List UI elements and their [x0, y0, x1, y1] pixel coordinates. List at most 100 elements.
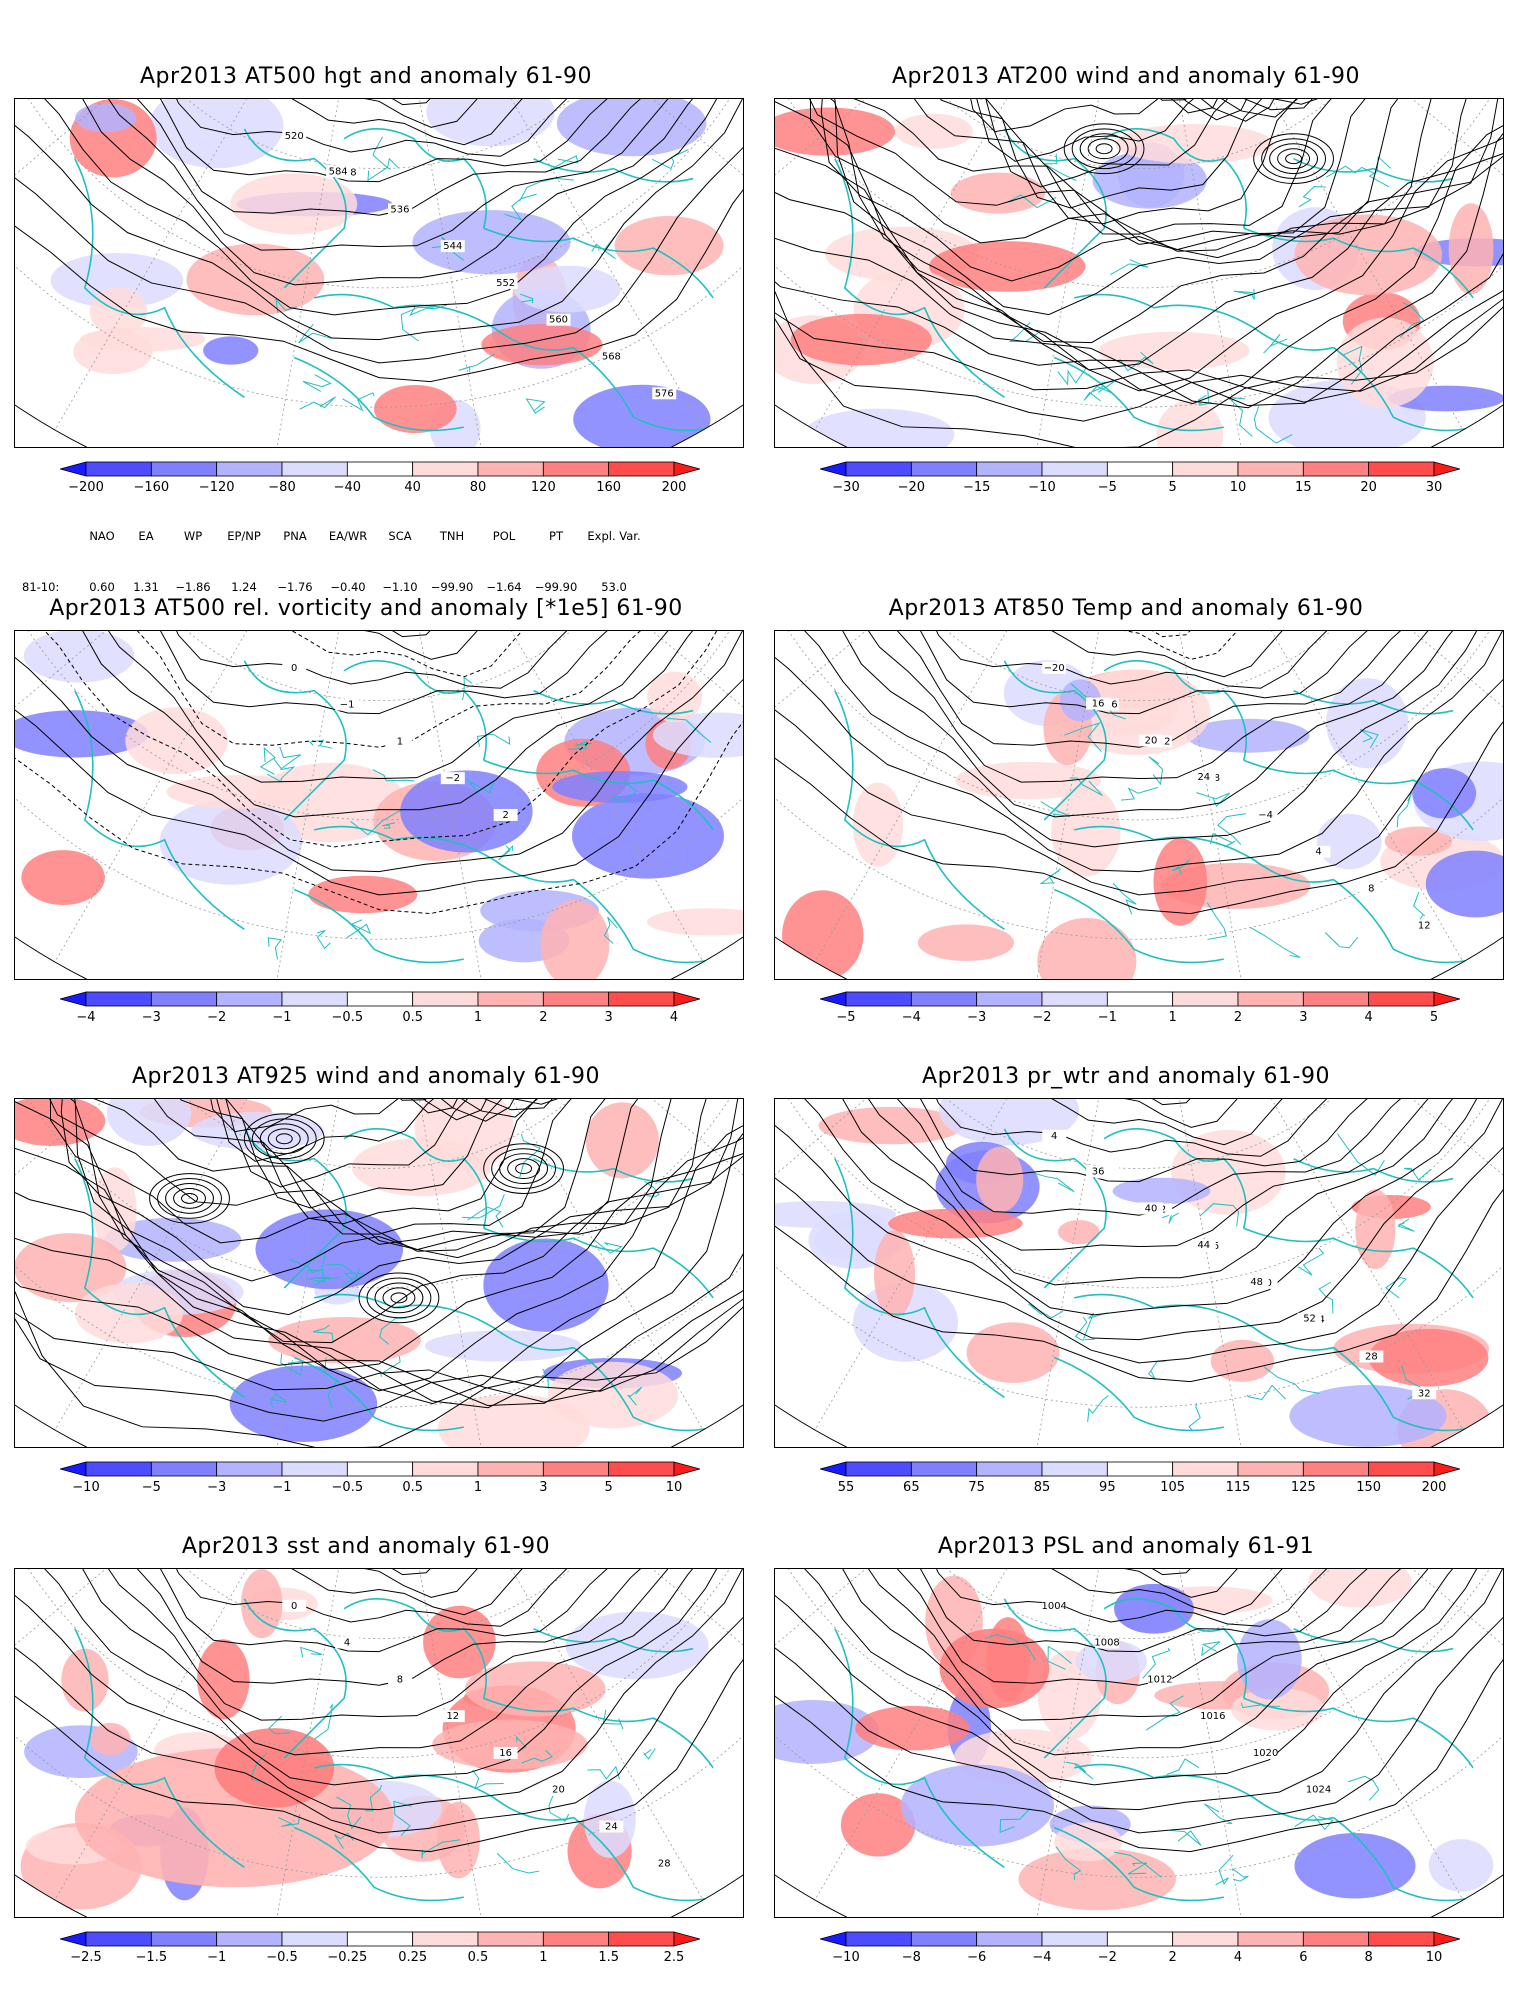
negative-anomaly-area — [514, 265, 621, 313]
contour-label: 12 — [1418, 920, 1431, 931]
teleconnection-header: PNA — [283, 529, 307, 543]
contour-line — [15, 1099, 743, 1409]
positive-anomaly-area — [414, 1099, 514, 1172]
colorbar-wind200: −30 −20 −15 −10 −5 5 10 15 20 30 — [820, 458, 1460, 498]
latitude-circle — [79, 631, 679, 701]
coastline — [533, 689, 694, 715]
panel-title-sst: Apr2013 sst and anomaly 61-90 — [181, 1534, 551, 1559]
country-border — [603, 916, 618, 944]
colorbar-tick-label: −0.25 — [327, 1950, 367, 1965]
country-border — [519, 1133, 542, 1178]
meridian-line — [378, 1099, 492, 1447]
colorbar-tick-label: 3 — [1299, 1010, 1307, 1025]
country-border — [1162, 1212, 1179, 1224]
colorbar-segment — [281, 1931, 348, 1947]
contour-line — [34, 1099, 743, 1235]
colorbar-segment — [1302, 1931, 1370, 1947]
country-border — [651, 149, 689, 170]
colorbar-tick-label: −3 — [967, 1010, 986, 1025]
contour-line — [15, 99, 743, 341]
contour-line — [775, 99, 1503, 392]
coastline — [1003, 1598, 1107, 1759]
meridian-line — [814, 99, 1140, 431]
meridian-line — [1138, 1569, 1252, 1917]
colorbar-segment — [845, 991, 912, 1007]
country-border — [365, 1784, 382, 1812]
country-border — [1009, 322, 1039, 343]
colorbar-tick-label: 2 — [1169, 1950, 1177, 1965]
contour-line — [130, 99, 634, 146]
country-border — [1246, 1384, 1286, 1401]
colorbar-arrow-high — [673, 1461, 700, 1477]
positive-anomaly-area — [481, 324, 603, 366]
panel-title-hgt500: Apr2013 AT500 hgt and anomaly 61-90 — [139, 64, 593, 89]
positive-anomaly-area — [888, 1208, 1023, 1239]
positive-anomaly-area — [92, 1167, 137, 1252]
coastline — [1053, 1356, 1224, 1432]
contour-line — [919, 631, 1355, 638]
coastline — [1053, 888, 1224, 964]
colorbar-tick-label: 65 — [903, 1480, 920, 1495]
country-border — [1092, 381, 1117, 393]
circulation-eddy — [1269, 143, 1319, 175]
colorbar-segment — [216, 1931, 283, 1947]
colorbar-tick-label: 120 — [531, 480, 556, 495]
colorbar-tick-label: −1 — [1098, 1010, 1117, 1025]
coastline — [243, 660, 347, 821]
country-border — [1028, 1303, 1064, 1319]
contour-label: 20 — [552, 1785, 565, 1796]
colorbar-canvas: −10 −5 −3 −1 −0.5 0.5 1 3 5 10 — [60, 1461, 700, 1495]
country-border — [1209, 832, 1236, 848]
colorbar-segment — [150, 1461, 218, 1477]
country-border — [999, 1807, 1031, 1834]
coastline — [834, 1158, 1005, 1398]
meridian-line — [1026, 1569, 1140, 1917]
teleconnection-value: −1.10 — [382, 580, 418, 594]
country-border — [472, 1769, 504, 1790]
country-border — [1040, 801, 1071, 818]
coastline — [1332, 878, 1474, 964]
coastline — [572, 1346, 714, 1432]
contour-line — [159, 1569, 595, 1576]
coastline — [1103, 128, 1247, 229]
colorbar-tick-label: −10 — [1028, 480, 1055, 495]
colorbar-tick-label: −0.5 — [332, 1480, 364, 1495]
colorbar-segment — [477, 1461, 544, 1477]
circulation-eddy — [267, 1128, 301, 1150]
colorbar-tick-label: 5 — [1430, 1010, 1438, 1025]
country-border — [548, 155, 579, 172]
country-border — [1397, 1218, 1415, 1232]
country-border — [393, 1800, 412, 1837]
contour-line — [15, 631, 743, 896]
colorbar-tick-label: 3 — [605, 1010, 613, 1025]
negative-anomaly-area — [1059, 679, 1102, 722]
coastline — [1243, 759, 1474, 831]
contour-line — [15, 1099, 743, 1405]
country-border — [298, 323, 332, 344]
contour-line — [775, 99, 1503, 405]
colorbar-tick-label: 0.5 — [402, 1010, 423, 1025]
coastline — [572, 346, 714, 432]
contour-line — [775, 1569, 1503, 1811]
contour-line — [775, 1569, 1497, 1721]
colorbar-tick-label: 5 — [605, 1480, 613, 1495]
contour-line — [15, 1569, 743, 1834]
coastline — [343, 1128, 487, 1229]
map-prwtr: 481216202428323640444852 — [774, 1098, 1504, 1448]
country-border — [462, 676, 473, 700]
positive-anomaly-area — [955, 761, 1102, 800]
country-border — [466, 778, 496, 794]
meridian-line — [378, 99, 492, 447]
contour-line — [775, 1099, 1503, 1341]
colorbar-tick-label: −3 — [207, 1480, 226, 1495]
contour-line — [15, 99, 743, 286]
contour-label: 536 — [390, 204, 409, 215]
colorbar-arrow-high — [673, 1931, 700, 1947]
circulation-eddy — [499, 1153, 549, 1185]
colorbar-segment — [346, 461, 414, 477]
country-border — [1336, 1133, 1385, 1176]
country-border — [591, 236, 616, 260]
colorbar-tick-label: −80 — [268, 480, 295, 495]
coastline — [1332, 1816, 1474, 1902]
contour-line — [870, 1099, 1415, 1157]
